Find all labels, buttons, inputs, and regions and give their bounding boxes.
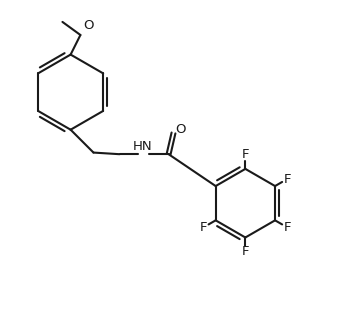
Text: O: O	[83, 19, 94, 32]
Text: F: F	[200, 221, 207, 234]
Text: F: F	[242, 245, 249, 258]
Text: F: F	[283, 173, 291, 186]
Text: F: F	[283, 221, 291, 234]
Text: HN: HN	[133, 140, 152, 153]
Text: F: F	[242, 148, 249, 161]
Text: O: O	[175, 123, 186, 136]
